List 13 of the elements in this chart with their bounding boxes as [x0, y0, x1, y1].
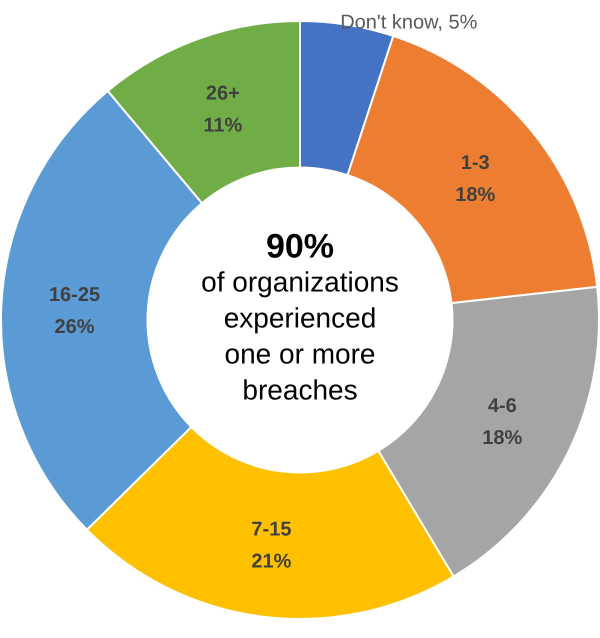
data-label: 18%: [482, 426, 522, 449]
slice-label: Don't know, 5%: [340, 11, 478, 34]
slice-label: 26+: [206, 82, 240, 104]
data-label: 26%: [54, 316, 95, 338]
text: of organizations experienced one or more breaches: [201, 266, 399, 406]
slice-label: 1-3: [460, 152, 490, 174]
data-label: 18%: [455, 184, 496, 206]
slice-label: 4-6: [488, 394, 517, 417]
slice-label: 16-25: [48, 284, 100, 306]
text: 90%: [266, 227, 334, 266]
data-label: 21%: [251, 550, 292, 572]
slice-label: 7-15: [251, 518, 292, 540]
data-label: 11%: [203, 114, 242, 136]
